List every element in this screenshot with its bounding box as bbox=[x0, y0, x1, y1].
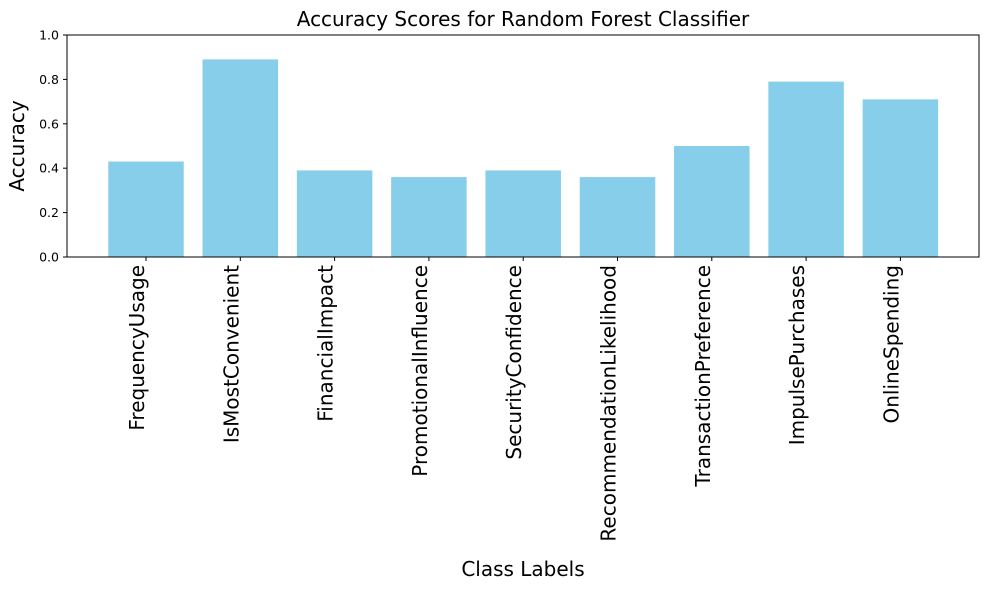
x-tick-label: SecurityConfidence bbox=[502, 265, 526, 460]
plot-frame bbox=[66, 34, 980, 258]
chart-title: Accuracy Scores for Random Forest Classi… bbox=[297, 7, 750, 31]
bar-OnlineSpending bbox=[862, 99, 939, 257]
y-tick-label: 0.4 bbox=[39, 161, 59, 176]
bar-FinancialImpact bbox=[296, 170, 373, 257]
x-tick-label: FinancialImpact bbox=[314, 265, 338, 422]
bar-SecurityConfidence bbox=[485, 170, 561, 257]
x-tick-label: TransactionPreference bbox=[691, 265, 715, 488]
y-axis-ticks: 0.0 0.2 0.4 0.6 0.8 1.0 bbox=[39, 28, 67, 265]
x-tick-label: ImpulsePurchases bbox=[785, 265, 809, 445]
y-tick-label: 0.8 bbox=[39, 72, 59, 87]
x-tick-label: OnlineSpending bbox=[879, 265, 903, 424]
x-axis-label: Class Labels bbox=[461, 557, 584, 581]
y-tick-label: 0.6 bbox=[39, 116, 59, 131]
y-tick-label: 1.0 bbox=[39, 28, 59, 43]
bar-IsMostConvenient bbox=[202, 59, 279, 257]
bars-layer bbox=[108, 59, 939, 258]
y-tick-label: 0.2 bbox=[39, 205, 59, 220]
x-tick-label: PromotionalInfluence bbox=[408, 265, 432, 477]
x-tick-label: FrequencyUsage bbox=[125, 265, 149, 431]
bar-RecommendationLikelihood bbox=[579, 177, 656, 257]
x-tick-label: IsMostConvenient bbox=[219, 265, 243, 443]
bar-FrequencyUsage bbox=[108, 161, 184, 257]
bar-ImpulsePurchases bbox=[768, 81, 844, 258]
y-axis-label: Accuracy bbox=[5, 100, 29, 191]
x-tick-label: RecommendationLikelihood bbox=[597, 265, 621, 542]
bar-TransactionPreference bbox=[674, 146, 750, 257]
x-axis-ticks: FrequencyUsage IsMostConvenient FinancialI… bbox=[125, 257, 903, 542]
y-tick-label: 0.0 bbox=[39, 250, 59, 265]
bar-PromotionalInfluence bbox=[391, 177, 467, 257]
